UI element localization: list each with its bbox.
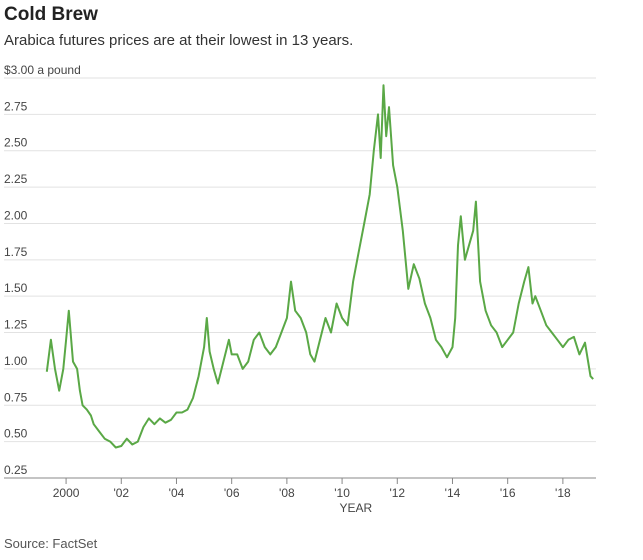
y-tick-label: 1.25 xyxy=(4,318,28,332)
x-tick-label: '02 xyxy=(113,486,129,500)
x-tick-label: '16 xyxy=(500,486,516,500)
source-note: Source: FactSet xyxy=(4,536,98,551)
y-tick-label: 0.50 xyxy=(4,427,28,441)
y-tick-label: 0.25 xyxy=(4,463,28,477)
x-tick-label: '06 xyxy=(224,486,240,500)
y-tick-label: 1.75 xyxy=(4,245,28,259)
y-tick-label: 0.75 xyxy=(4,390,28,404)
y-tick-label: $3.00 a pound xyxy=(4,63,81,77)
x-axis-ticks xyxy=(65,478,564,484)
x-axis-title: YEAR xyxy=(340,501,373,515)
chart-subtitle: Arabica futures prices are at their lowe… xyxy=(4,32,354,49)
y-tick-label: 2.75 xyxy=(4,99,28,113)
y-tick-label: 2.50 xyxy=(4,136,28,150)
x-axis-tick-labels: 2000 '02 '04 '06 '08 '10 '12 '14 '16 '18 xyxy=(53,486,571,500)
y-tick-label: 1.00 xyxy=(4,354,28,368)
y-tick-label: 1.50 xyxy=(4,281,28,295)
y-axis-tick-labels: 0.25 0.50 0.75 1.00 1.25 1.50 1.75 2.00 2.25 2.50… xyxy=(4,63,81,477)
x-tick-label: '14 xyxy=(445,486,461,500)
x-tick-label: '18 xyxy=(555,486,571,500)
x-tick-label: '12 xyxy=(389,486,405,500)
y-tick-label: 2.25 xyxy=(4,172,28,186)
x-tick-label: '08 xyxy=(279,486,295,500)
y-tick-label: 2.00 xyxy=(4,208,28,222)
chart-title: Cold Brew xyxy=(4,4,98,25)
gridlines xyxy=(4,77,596,479)
x-tick-label: 2000 xyxy=(53,486,80,500)
x-tick-label: '04 xyxy=(169,486,185,500)
arabica-price-line xyxy=(45,84,594,449)
x-tick-label: '10 xyxy=(334,486,350,500)
